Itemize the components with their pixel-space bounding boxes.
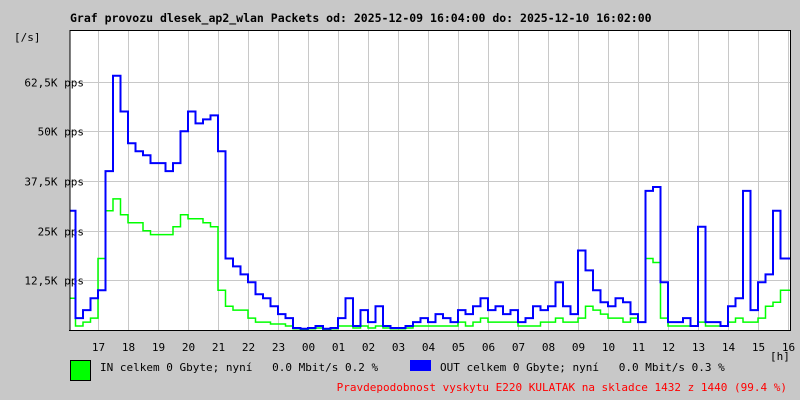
x-tick-label: 16: [782, 341, 795, 354]
y-tick-label: 12,5K pps: [24, 275, 84, 288]
x-tick-labels: 17 18 19 20 21 22 23 00 01 02 03 04 05 06 07 08 09 10 11 12…: [92, 341, 795, 354]
x-tick-label: 17: [92, 341, 105, 354]
x-tick-label: 15: [752, 341, 765, 354]
footer-note: Pravdepodobnost vyskytu E220 KULATAK na …: [337, 381, 787, 394]
chart-title: Graf provozu dlesek_ap2_wlan Packets od:…: [70, 11, 652, 26]
y-tick-label: 37,5K pps: [24, 176, 84, 189]
y-tick-label: 25K pps: [38, 226, 84, 239]
x-tick-label: 09: [572, 341, 585, 354]
x-axis-unit: [h]: [770, 350, 790, 363]
legend-out-swatch: [410, 360, 431, 371]
y-axis-unit: [/s]: [14, 31, 41, 44]
legend-in-swatch: [70, 360, 91, 381]
x-tick-label: 12: [662, 341, 675, 354]
x-tick-label: 08: [542, 341, 555, 354]
series-line-in: [70, 198, 790, 330]
plot-area: [70, 30, 790, 330]
x-tick-label: 02: [362, 341, 375, 354]
x-tick-label: 03: [392, 341, 405, 354]
x-tick-label: 19: [152, 341, 165, 354]
x-tick-label: 04: [422, 341, 436, 354]
x-tick-label: 20: [182, 341, 195, 354]
grid: [70, 30, 790, 330]
x-tick-label: 18: [122, 341, 135, 354]
legend-out-label: OUT celkem 0 Gbyte; nyní 0.0 Mbit/s 0.3 …: [440, 361, 725, 374]
y-tick-label: 62,5K pps: [24, 77, 84, 90]
y-tick-labels: 12,5K pps 25K pps 37,5K pps 50K pps 62,5K pp…: [24, 77, 84, 288]
x-tick-label: 11: [632, 341, 645, 354]
x-tick-label: 05: [452, 341, 465, 354]
series-lines: [70, 74, 790, 330]
y-tick-label: 50K pps: [38, 126, 84, 139]
x-tick-label: 06: [482, 341, 495, 354]
x-tick-label: 14: [722, 341, 736, 354]
x-tick-label: 07: [512, 341, 525, 354]
x-tick-label: 13: [692, 341, 705, 354]
x-tick-label: 00: [302, 341, 315, 354]
series-line-out: [70, 74, 790, 330]
x-tick-label: 01: [332, 341, 345, 354]
x-tick-label: 10: [602, 341, 615, 354]
x-tick-label: 23: [272, 341, 285, 354]
x-tick-label: 22: [242, 341, 255, 354]
legend-in-label: IN celkem 0 Gbyte; nyní 0.0 Mbit/s 0.2 %: [100, 361, 379, 374]
x-tick-label: 21: [212, 341, 225, 354]
